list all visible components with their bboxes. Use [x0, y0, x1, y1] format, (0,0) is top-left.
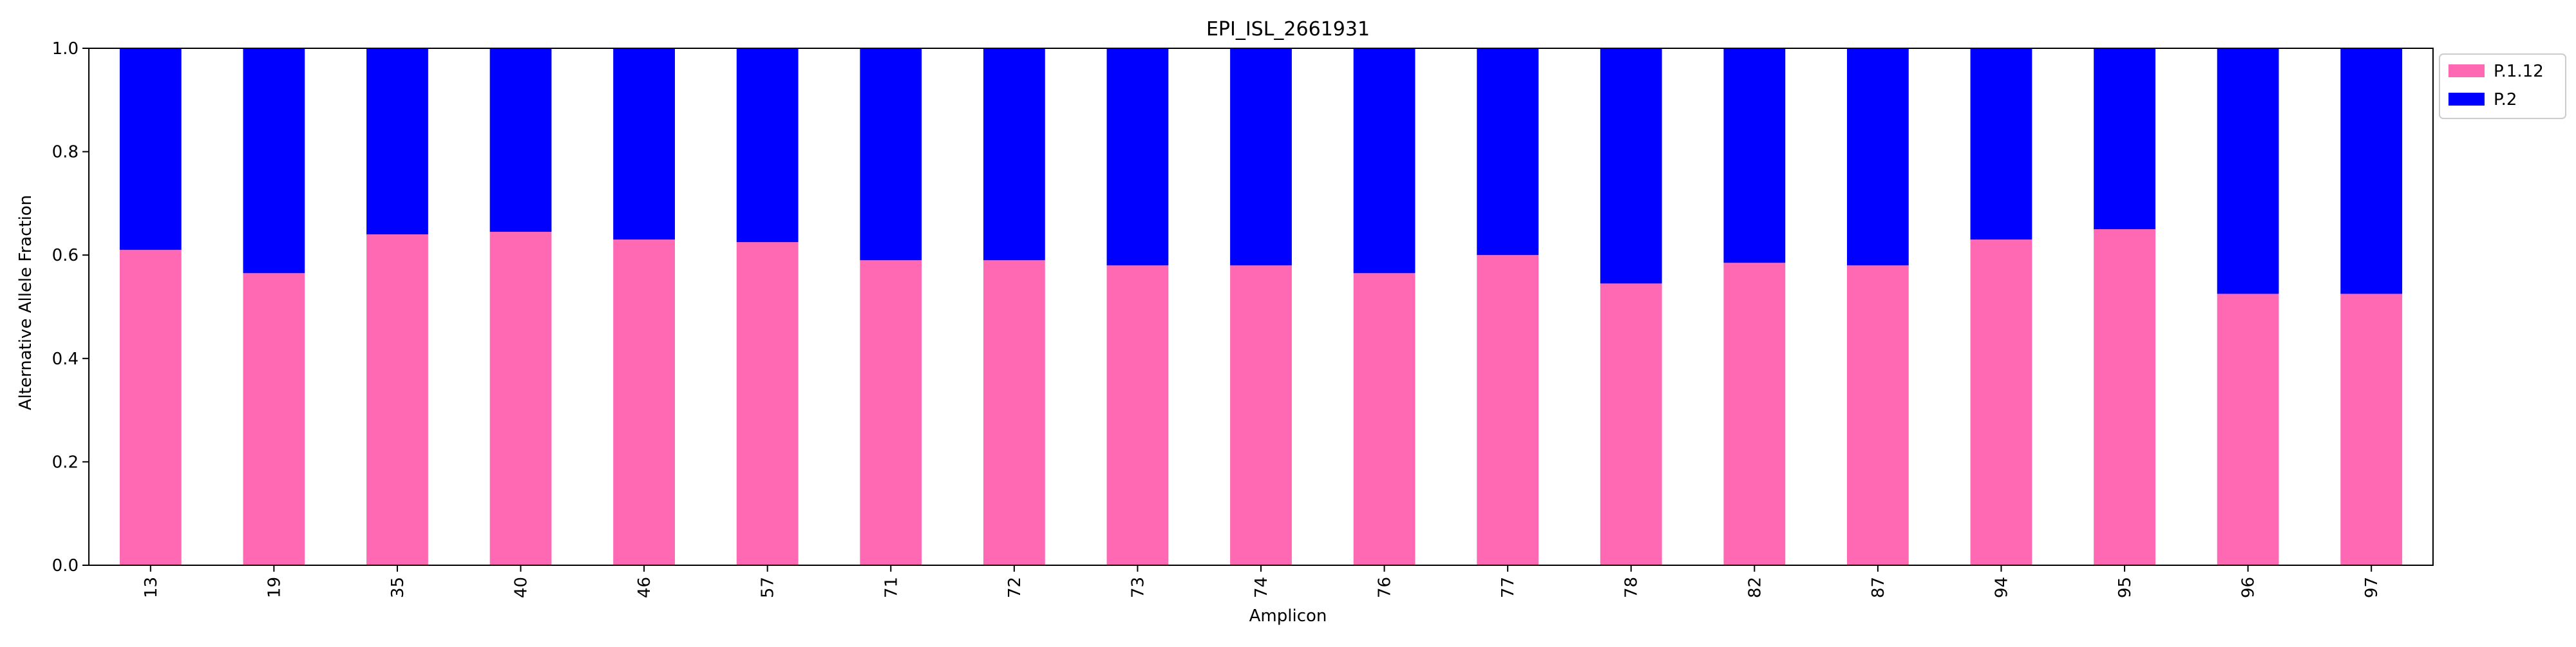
- x-tick-label: 19: [265, 577, 284, 598]
- bar-p2-13: [119, 48, 182, 250]
- x-tick-label: 94: [1992, 577, 2011, 598]
- legend-swatch-p2: [2448, 93, 2485, 106]
- x-tick-label: 40: [512, 577, 531, 598]
- y-tick-label: 0.4: [52, 350, 79, 369]
- bar-p112-74: [1230, 265, 1292, 565]
- x-tick-label: 35: [388, 577, 408, 598]
- legend-label-p112: P.1.12: [2494, 62, 2544, 81]
- x-tick-label: 71: [882, 577, 901, 598]
- bar-p112-94: [1970, 239, 2032, 565]
- bar-p2-35: [366, 48, 428, 235]
- legend-label-p2: P.2: [2494, 90, 2517, 109]
- x-tick-label: 95: [2116, 577, 2135, 598]
- bar-p2-96: [2217, 48, 2279, 294]
- bar-p2-97: [2340, 48, 2403, 294]
- x-tick-label: 76: [1376, 577, 1395, 598]
- bar-p2-19: [243, 48, 305, 274]
- bar-p112-71: [860, 260, 922, 565]
- y-tick-label: 0.6: [52, 246, 79, 265]
- bar-p112-96: [2217, 294, 2279, 565]
- x-tick-label: 57: [759, 577, 778, 598]
- bar-p112-19: [243, 273, 305, 565]
- x-tick-label: 82: [1745, 577, 1765, 598]
- bar-p112-46: [613, 239, 675, 565]
- x-tick-label: 74: [1252, 577, 1271, 598]
- bar-p112-95: [2094, 229, 2155, 565]
- x-tick-label: 13: [142, 577, 161, 598]
- legend: P.1.12 P.2: [2439, 53, 2566, 119]
- bars-layer: [119, 48, 2403, 566]
- bar-p2-57: [736, 48, 799, 243]
- bar-p2-94: [1970, 48, 2032, 240]
- bar-p2-76: [1353, 48, 1416, 274]
- x-tick-label: 46: [635, 577, 654, 598]
- bar-p112-77: [1477, 255, 1539, 565]
- bar-p2-82: [1723, 48, 1786, 263]
- axes-layer: 0.0 0.2 0.4 0.6 0.8 1.0 13 19 35 40 46 57 71 72 73 74 76…: [52, 39, 2434, 598]
- bar-p2-40: [489, 48, 552, 232]
- chart-title: EPI_ISL_2661931: [1206, 18, 1370, 41]
- x-tick-label: 97: [2362, 577, 2382, 598]
- y-tick-label: 0.0: [52, 556, 79, 576]
- bar-p112-35: [366, 234, 428, 566]
- bar-p112-82: [1723, 263, 1786, 565]
- bar-p2-72: [983, 48, 1045, 261]
- bar-p2-73: [1106, 48, 1169, 266]
- bar-p2-78: [1600, 48, 1662, 284]
- bar-p112-40: [489, 232, 552, 565]
- x-axis-label: Amplicon: [1249, 606, 1327, 626]
- bar-p2-95: [2094, 48, 2155, 230]
- bar-p112-72: [983, 260, 1045, 565]
- bar-p2-77: [1477, 48, 1539, 256]
- x-tick-label: 77: [1499, 577, 1518, 598]
- bar-p2-46: [613, 48, 675, 240]
- x-tick-label: 96: [2239, 577, 2259, 598]
- x-tick-label: 72: [1005, 577, 1025, 598]
- x-tick-label: 87: [1869, 577, 1888, 598]
- bar-p2-71: [860, 48, 922, 261]
- y-tick-label: 0.8: [52, 143, 79, 162]
- legend-swatch-p112: [2448, 64, 2485, 77]
- bar-p112-76: [1353, 273, 1416, 565]
- bar-p2-74: [1230, 48, 1292, 266]
- bar-p2-87: [1847, 48, 1909, 266]
- y-axis-label: Alternative Allele Fraction: [16, 195, 35, 410]
- bar-p112-73: [1106, 265, 1169, 565]
- bar-p112-87: [1847, 265, 1909, 565]
- bar-p112-78: [1600, 283, 1662, 565]
- y-tick-label: 1.0: [52, 39, 79, 59]
- bar-p112-13: [119, 250, 182, 565]
- bar-p112-97: [2340, 294, 2403, 565]
- x-tick-label: 73: [1128, 577, 1148, 598]
- bar-p112-57: [736, 242, 799, 565]
- y-tick-label: 0.2: [52, 453, 79, 472]
- x-tick-label: 78: [1622, 577, 1642, 598]
